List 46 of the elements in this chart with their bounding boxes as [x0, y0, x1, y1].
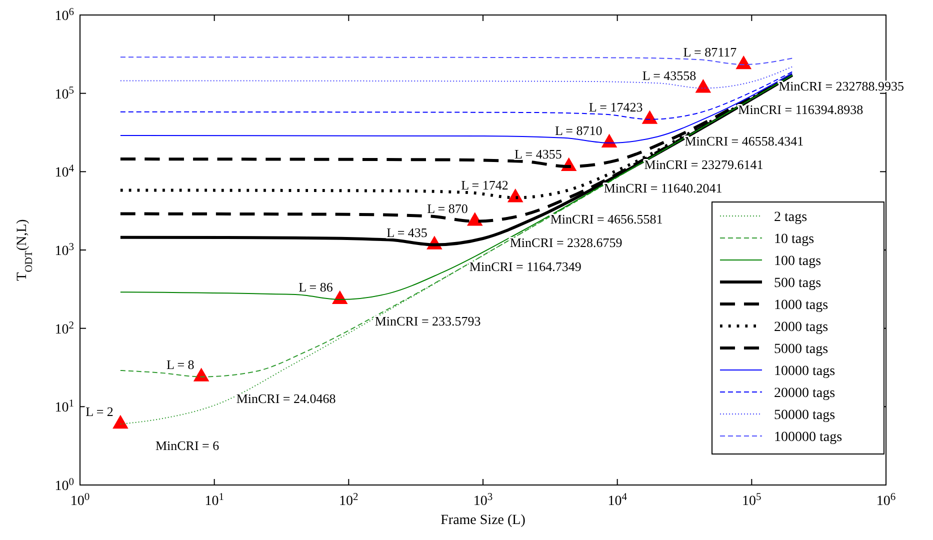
- x-axis-title: Frame Size (L): [440, 513, 526, 528]
- legend-label: 1000 tags: [774, 298, 828, 313]
- annotation: MinCRI = 116394.8938: [738, 102, 864, 118]
- y-tick-label: 10$^{0}$: [54, 476, 74, 494]
- x-tick-label: 10$^{5}$: [742, 492, 762, 509]
- y-tick-label: 10$^{1}$: [54, 398, 74, 416]
- x-tick-label: 10$^{4}$: [608, 492, 628, 509]
- legend-label: 100 tags: [774, 254, 822, 269]
- annotation: L = 87117: [683, 44, 738, 60]
- y-tick-label: 10$^{5}$: [54, 84, 74, 102]
- annotation: L = 43558: [642, 68, 696, 84]
- legend-label: 50000 tags: [774, 408, 836, 423]
- legend-label: 2000 tags: [774, 320, 828, 335]
- annotation: L = 86: [298, 279, 334, 294]
- annotation: MinCRI = 23279.6141: [644, 156, 764, 172]
- annotation: L = 8710: [554, 122, 602, 138]
- x-tick-label: 10$^{1}$: [204, 492, 224, 509]
- annotation: L = 4355: [514, 146, 562, 162]
- annotation: MinCRI = 11640.2041: [604, 180, 722, 196]
- annotation: L = 17423: [588, 99, 643, 114]
- legend-label: 500 tags: [774, 276, 822, 291]
- annotation: L = 435: [386, 224, 428, 240]
- y-tick-label: 10$^{2}$: [54, 320, 74, 338]
- legend-label: 20000 tags: [774, 386, 836, 401]
- annotation: MinCRI = 46558.4341: [684, 133, 804, 148]
- x-tick-label: 10$^{3}$: [473, 492, 493, 509]
- annotation: L = 8: [166, 356, 194, 372]
- annotation: MinCRI = 1164.7349: [469, 258, 582, 274]
- annotation: MinCRI = 6: [155, 438, 220, 454]
- annotation: MinCRI = 24.0468: [236, 390, 336, 406]
- legend-label: 2 tags: [774, 210, 808, 225]
- x-tick-label: 10$^{6}$: [876, 492, 896, 509]
- annotation: L = 870: [427, 201, 468, 216]
- annotation: MinCRI = 4656.5581: [550, 212, 663, 227]
- annotation: MinCRI = 2328.6759: [510, 235, 622, 250]
- y-tick-label: 10$^{4}$: [54, 163, 75, 181]
- x-tick-label: 10$^{0}$: [70, 492, 90, 509]
- x-tick-label: 10$^{2}$: [339, 492, 358, 509]
- y-tick-label: 10$^{3}$: [54, 242, 74, 259]
- legend-label: 10000 tags: [774, 364, 836, 379]
- annotation: MinCRI = 233.5793: [374, 313, 481, 328]
- annotation: L = 1742: [461, 178, 508, 193]
- legend-label: 10 tags: [774, 232, 814, 247]
- legend-label: 100000 tags: [774, 430, 842, 445]
- annotation: L = 2: [86, 404, 114, 420]
- legend-label: 5000 tags: [774, 342, 828, 357]
